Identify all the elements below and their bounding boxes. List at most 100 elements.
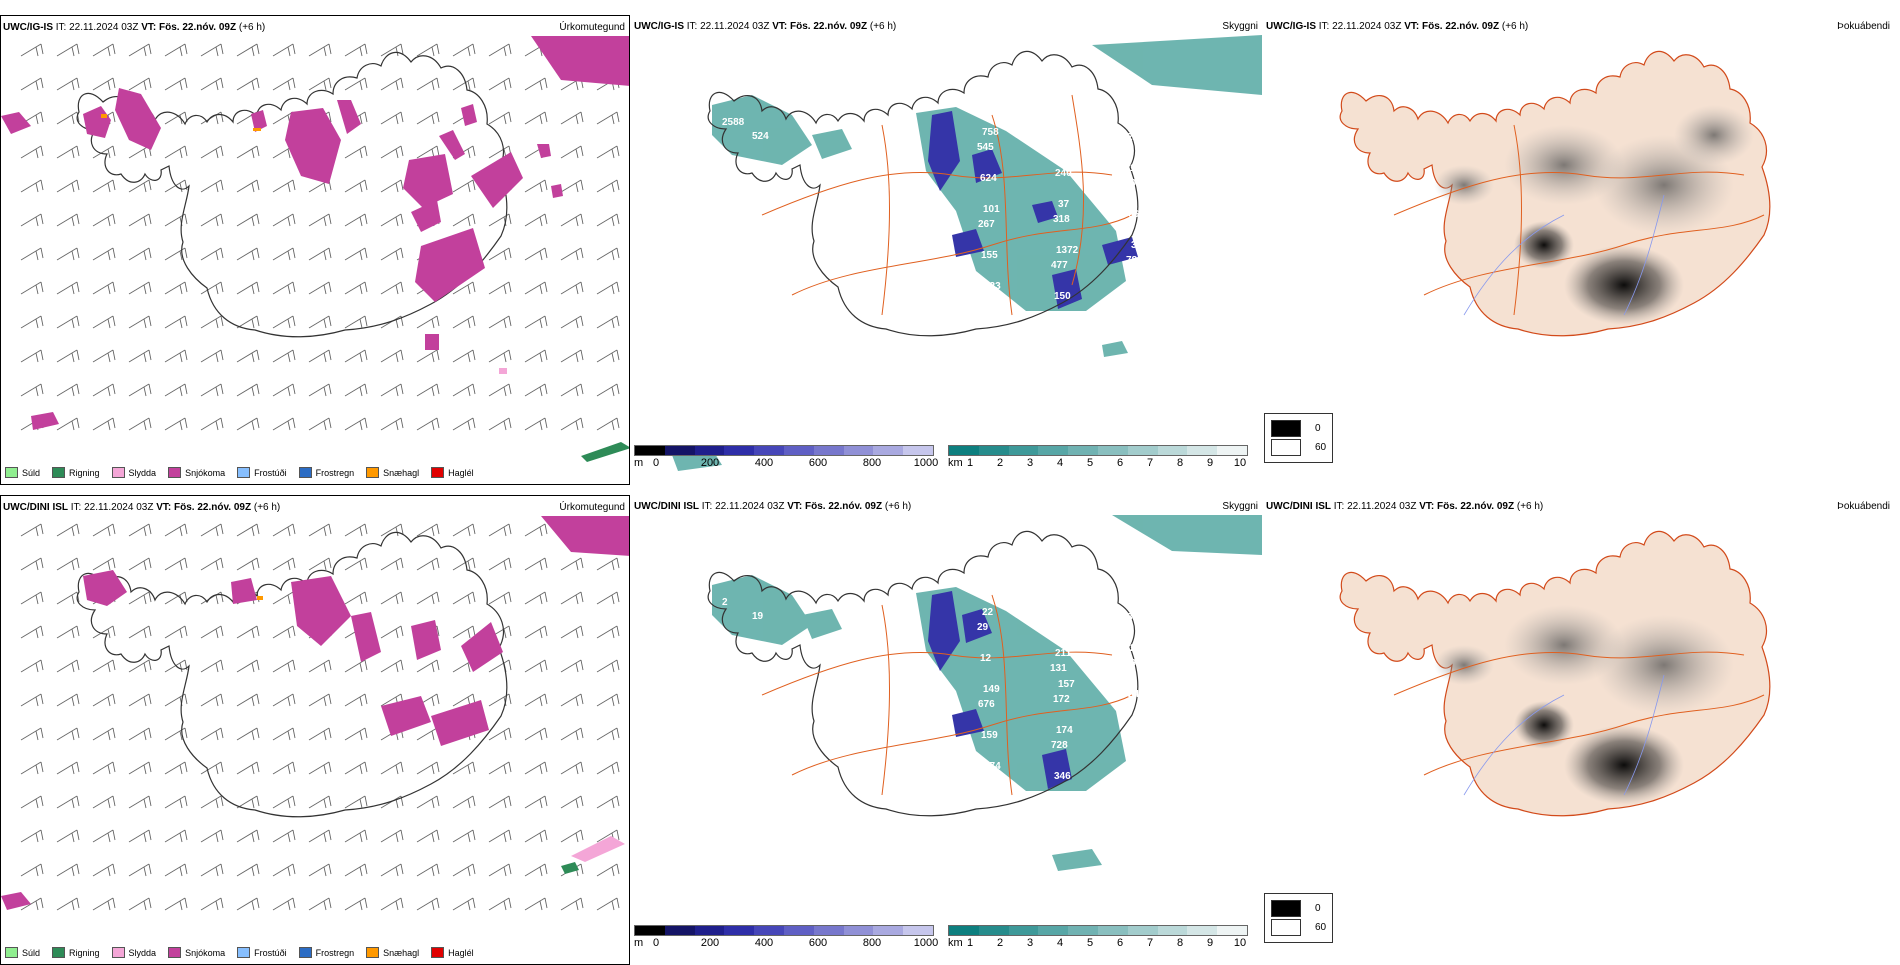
ceiling-value-label: 2588 [722, 117, 745, 128]
legend-swatch [237, 467, 251, 478]
legend-item: Snæhagl [366, 947, 419, 958]
legend-item: Súld [5, 467, 40, 478]
wind-barb [308, 523, 332, 537]
wind-barb [452, 591, 476, 605]
colorbar-cell [694, 926, 725, 935]
ceiling-value-label: 159 [981, 730, 998, 741]
wind-barb [56, 349, 80, 363]
fog-panel-row1: UWC/IG-IS IT: 22.11.2024 03Z VT: Fös. 22… [1264, 15, 1894, 485]
wind-barb [560, 829, 584, 843]
wind-barb [164, 557, 188, 571]
wind-barb [92, 693, 116, 707]
wind-barb [92, 281, 116, 295]
wind-barb [488, 897, 512, 911]
wind-barb [344, 349, 368, 363]
wind-barb [416, 897, 440, 911]
roads [1393, 124, 1765, 316]
wind-barb [20, 829, 44, 843]
wind-barb [596, 693, 620, 707]
colorbar-tick: 1 [966, 937, 974, 949]
wind-barb [524, 625, 548, 639]
wind-barb [92, 863, 116, 877]
colorbar-cell [843, 926, 874, 935]
colorbar-tick: 8 [1176, 457, 1184, 469]
colorbar-tick: 0 [652, 457, 660, 469]
wind-barb [56, 591, 80, 605]
fog-shading [1434, 605, 1734, 805]
legend-item: Slydda [111, 947, 156, 958]
wind-barb [488, 111, 512, 125]
wind-barb [308, 315, 332, 329]
wind-barb [272, 829, 296, 843]
wind-barb [128, 761, 152, 775]
wind-barb [236, 77, 260, 91]
colorbar-cell [1127, 926, 1158, 935]
colorbar-unit: km [948, 457, 963, 469]
wind-barb [164, 145, 188, 159]
wind-barb [56, 625, 80, 639]
colorbar-cell [903, 926, 933, 935]
wind-barb [596, 111, 620, 125]
colorbar-tick: 8 [1176, 937, 1184, 949]
wind-barb [56, 281, 80, 295]
colorbar-tick: 7 [1146, 937, 1154, 949]
wind-barb [164, 897, 188, 911]
wind-barb [200, 247, 224, 261]
fog-legend-swatch [1271, 439, 1301, 456]
wind-barb [56, 77, 80, 91]
wind-barb [560, 281, 584, 295]
cloud-map: 2 19 157 184 174 118 201 149 174 605 22 211 247 159 34… [707, 515, 1262, 871]
wind-barb [524, 383, 548, 397]
wind-barb [236, 417, 260, 431]
panel-title: Úrkomutegund [559, 22, 625, 33]
wind-barb [128, 829, 152, 843]
wind-barb [20, 383, 44, 397]
legend-item: Frostregn [298, 947, 354, 958]
wind-barb [344, 247, 368, 261]
ceiling-value-label: 174 [984, 761, 1001, 772]
legend-item: Súld [5, 947, 40, 958]
colorbar-unit: km [948, 937, 963, 949]
colorbar-tick: 4 [1056, 457, 1064, 469]
panel-header: UWC/IG-IS IT: 22.11.2024 03Z VT: Fös. 22… [634, 21, 897, 32]
ceiling-value-label: 267 [978, 219, 995, 230]
visibility-ticks: km 1 2 3 4 5 6 7 8 9 10 [948, 456, 1248, 469]
wind-barb [92, 145, 116, 159]
ceiling-colorbar: m 0 200 400 600 800 1000 [634, 925, 938, 949]
wind-barb [56, 417, 80, 431]
colorbar-cell [783, 446, 814, 455]
wind-barb [380, 383, 404, 397]
wind-barb [344, 829, 368, 843]
wind-barb [128, 693, 152, 707]
legend-swatch [431, 947, 445, 958]
colorbar-tick: 9 [1206, 457, 1214, 469]
legend-item: Frostúði [237, 467, 287, 478]
wind-barb [200, 897, 224, 911]
fog-legend-row: 0 [1271, 900, 1326, 917]
ceiling-strip [634, 445, 934, 456]
wind-barb [236, 145, 260, 159]
wind-barb [200, 213, 224, 227]
wind-barb [236, 829, 260, 843]
colorbar-cell [1217, 446, 1247, 455]
ceiling-value-label: 12 [980, 653, 992, 664]
wind-barb [416, 349, 440, 363]
wind-barb [524, 693, 548, 707]
wind-barb [308, 43, 332, 57]
wind-barb [560, 145, 584, 159]
wind-barb [200, 417, 224, 431]
wind-barb [524, 863, 548, 877]
wind-barb [452, 863, 476, 877]
ceiling-value-label: 2 [722, 597, 728, 608]
wind-barb [236, 43, 260, 57]
legend-swatch [5, 467, 18, 478]
wind-barb [56, 111, 80, 125]
wind-barb [92, 523, 116, 537]
colorbar-cell [664, 446, 695, 455]
ceiling-colorbar: m 0 200 400 600 800 1000 [634, 445, 938, 469]
wind-barb [272, 247, 296, 261]
wind-barb [236, 179, 260, 193]
wind-barb [200, 523, 224, 537]
wind-barb [308, 659, 332, 673]
wind-barb [488, 795, 512, 809]
